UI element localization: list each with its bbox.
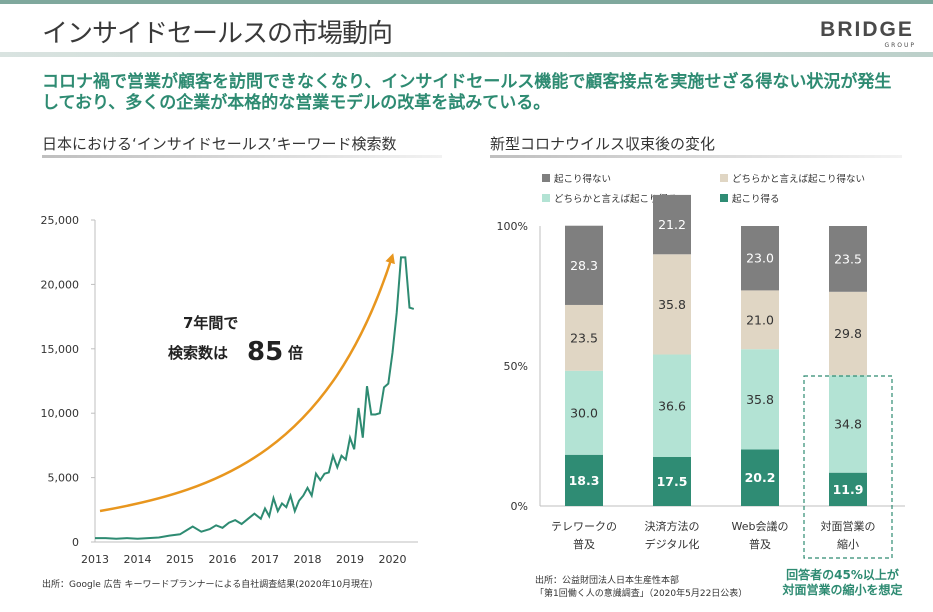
x-tick-label: 2017 xyxy=(251,553,279,566)
legend-swatch xyxy=(720,174,728,182)
y-tick-label: 0 xyxy=(72,536,79,549)
annotation-line2a: 検索数は xyxy=(168,344,228,362)
right-heading-bar xyxy=(490,155,902,158)
legend-swatch xyxy=(542,174,550,182)
data-label: 34.8 xyxy=(834,416,862,431)
category-label: 対面営業の xyxy=(821,519,876,533)
bar-segment xyxy=(741,226,779,291)
data-label: 28.3 xyxy=(570,258,598,273)
y-tick-label: 100% xyxy=(497,220,528,233)
bar-segment xyxy=(653,457,691,506)
bar-segment xyxy=(829,291,867,376)
title-underline xyxy=(0,52,933,57)
bar-segment xyxy=(565,370,603,455)
callout-line1: 回答者の45%以上が xyxy=(786,568,899,582)
category-label: 普及 xyxy=(573,537,595,551)
bar-segment xyxy=(741,290,779,350)
data-label: 30.0 xyxy=(570,405,598,420)
bar-segment xyxy=(829,375,867,473)
annotation-line1: 7年間で xyxy=(183,314,238,332)
highlight-box xyxy=(803,375,893,559)
data-label: 17.5 xyxy=(657,474,688,489)
legend-label: どちらかと言えば起こり得ない xyxy=(732,173,865,185)
y-tick-label: 20,000 xyxy=(41,278,80,291)
line-chart: 0 5,000 10,000 15,000 20,000 25,000 2013 2014 20… xyxy=(41,214,418,566)
annotation-line2b: 倍 xyxy=(288,344,303,362)
x-tick-label: 2020 xyxy=(379,553,407,566)
search-volume-line xyxy=(95,256,415,540)
right-chart-heading: 新型コロナウイルス収束後の変化 xyxy=(490,135,716,153)
left-heading-bar xyxy=(42,155,442,158)
legend-label: どちらかと言えば起こり得る xyxy=(554,193,678,205)
page-title: インサイドセールスの市場動向 xyxy=(42,19,393,49)
data-label: 35.8 xyxy=(746,392,774,407)
y-tick-label: 15,000 xyxy=(41,343,80,356)
data-label: 21.2 xyxy=(658,217,686,232)
logo-sub: GROUP xyxy=(884,42,916,49)
y-tick-label: 50% xyxy=(504,360,528,373)
bar-segment xyxy=(653,254,691,355)
data-label: 18.3 xyxy=(569,473,600,488)
bar-segment xyxy=(829,226,867,292)
bar-segment xyxy=(565,225,603,305)
x-tick-label: 2019 xyxy=(336,553,364,566)
data-label: 21.0 xyxy=(746,312,774,327)
legend-swatch xyxy=(542,194,550,202)
bar-segment xyxy=(565,304,603,371)
callout-line2: 対面営業の縮小を想定 xyxy=(782,583,903,597)
callout-text: 回答者の45%以上が 対面営業の縮小を想定 xyxy=(770,568,915,598)
x-tick-label: 2016 xyxy=(209,553,237,566)
bar-segment xyxy=(829,472,867,506)
category-label: テレワークの xyxy=(551,520,617,533)
bar-segment xyxy=(653,194,691,255)
category-label: 普及 xyxy=(749,537,771,551)
legend-label: 起こり得ない xyxy=(554,173,611,185)
x-tick-label: 2013 xyxy=(81,553,109,566)
annotation-number: 85 xyxy=(247,337,283,367)
bar-segment xyxy=(741,349,779,450)
data-label: 23.0 xyxy=(746,251,774,266)
data-label: 11.9 xyxy=(833,482,864,497)
x-tick-label: 2014 xyxy=(124,553,152,566)
category-label: 決済方法の xyxy=(645,519,700,533)
legend-swatch xyxy=(720,194,728,202)
left-chart-heading: 日本における‘インサイドセールス’キーワード検索数 xyxy=(42,135,397,153)
data-label: 35.8 xyxy=(658,297,686,312)
right-source-note-2: 「第1回働く人の意識調査」（2020年5月22日公表） xyxy=(535,589,748,599)
x-tick-label: 2018 xyxy=(294,553,322,566)
y-tick-label: 5,000 xyxy=(48,472,80,485)
right-source-note-1: 出所：公益財団法人日本生産性本部 xyxy=(535,576,680,586)
bar-segment xyxy=(741,449,779,506)
left-source-note: 出所：Google 広告 キーワードプランナーによる自社調査結果(2020年10… xyxy=(42,580,373,590)
logo-text: BRIDGE xyxy=(820,18,914,41)
data-label: 36.6 xyxy=(658,398,686,413)
data-label: 20.2 xyxy=(745,470,776,485)
data-label: 23.5 xyxy=(570,330,598,345)
legend-label: 起こり得る xyxy=(732,193,780,205)
company-logo: BRIDGE GROUP xyxy=(812,18,922,49)
top-accent-line xyxy=(0,0,933,4)
lead-text: コロナ禍で営業が顧客を訪問できなくなり、インサイドセールス機能で顧客接点を実施せ… xyxy=(42,72,892,113)
data-label: 29.8 xyxy=(834,326,862,341)
x-tick-label: 2015 xyxy=(166,553,194,566)
bar-segment xyxy=(653,354,691,457)
category-label: デジタル化 xyxy=(645,537,700,551)
bar-segment xyxy=(565,454,603,506)
y-tick-label: 0% xyxy=(511,500,528,513)
y-tick-label: 10,000 xyxy=(41,407,80,420)
y-tick-label: 25,000 xyxy=(41,214,80,227)
category-label: Web会議の xyxy=(732,519,789,533)
category-label: 縮小 xyxy=(837,537,859,551)
growth-arrow xyxy=(99,253,395,513)
data-label: 23.5 xyxy=(834,251,862,266)
